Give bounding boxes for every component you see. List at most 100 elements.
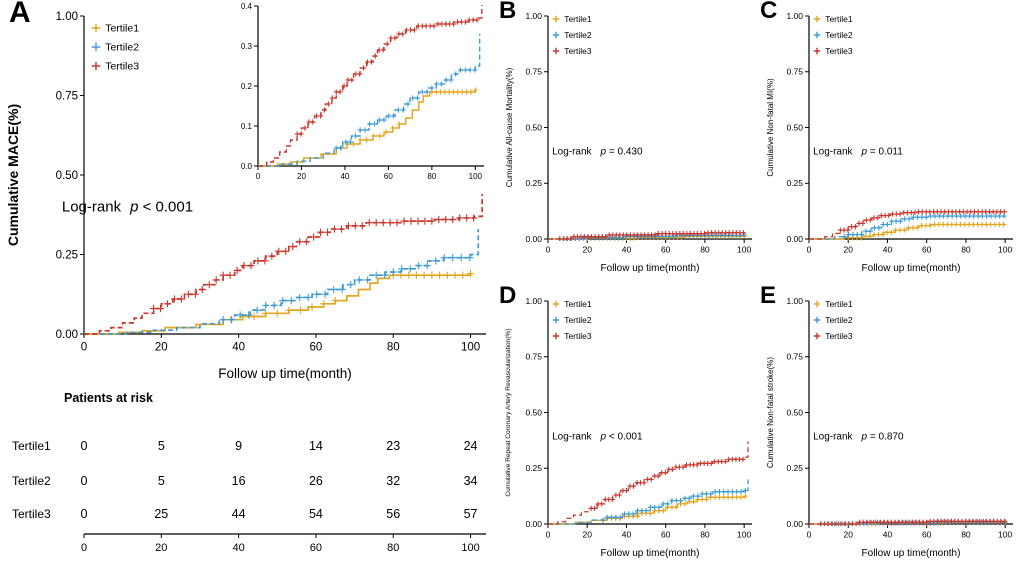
x-tick-label: 20 <box>582 245 592 255</box>
x-tick-label: 60 <box>310 342 323 354</box>
x-tick-label: 40 <box>622 530 632 540</box>
risk-value: 0 <box>81 507 88 521</box>
y-tick-label: 0.3 <box>241 42 253 51</box>
censor-marks-Tertile2 <box>333 67 478 151</box>
legend-key-Tertile1 <box>813 15 821 23</box>
censor-marks-Tertile3 <box>588 456 746 511</box>
legend: Tertile1 Tertile2 Tertile3 <box>552 299 592 341</box>
legend-key-Tertile2 <box>91 42 101 52</box>
legend-key-Tertile2 <box>813 31 821 39</box>
risk-value: 26 <box>309 474 323 488</box>
censor-marks-Tertile1 <box>337 87 478 151</box>
y-tick-label: 0.1 <box>241 122 253 131</box>
panel-letter-D: D <box>499 282 517 309</box>
x-tick-label: 40 <box>340 172 349 181</box>
y-tick-label: 1.00 <box>56 11 78 23</box>
censor-marks-Tertile3 <box>837 209 1007 233</box>
series-line-Tertile3 <box>548 441 749 525</box>
y-axis-label: Cumulative Non-fatal stroke(%) <box>766 357 775 468</box>
legend-label: Tertile3 <box>564 331 592 341</box>
km-chart-non-fatal-mi: 0 20 40 60 80 100 0.00 0.25 0.50 0.75 1.00 Follow u… <box>766 11 1013 274</box>
legend-key-Tertile1 <box>552 300 560 308</box>
y-tick-label: 0.00 <box>525 234 542 244</box>
y-tick-label: 0.00 <box>56 329 78 341</box>
km-chart-all-cause-mortality: 0 20 40 60 80 100 0.00 0.25 0.50 0.75 1.00 Follow u… <box>505 11 752 274</box>
legend-label: Tertile3 <box>105 61 139 73</box>
plot-area <box>258 5 483 167</box>
risk-value: 44 <box>232 507 246 521</box>
legend: Tertile1 Tertile2 Tertile3 <box>91 23 139 73</box>
legend-key-Tertile3 <box>813 47 821 55</box>
logrank-text: Log-rank p < 0.001 <box>62 199 193 216</box>
x-axis-label: Follow up time(month) <box>218 366 352 381</box>
censor-marks-Tertile1 <box>600 493 748 524</box>
y-axis-label: Cumulative Non-fatal MI(%) <box>766 78 775 177</box>
x-tick-label: 0 <box>807 245 812 255</box>
y-tick-label: 0.4 <box>241 2 253 11</box>
legend-key-Tertile3 <box>552 47 560 55</box>
series-line-Tertile2 <box>258 34 481 167</box>
legend-key-Tertile3 <box>813 332 821 340</box>
risk-value: 32 <box>386 474 400 488</box>
legend-label: Tertile1 <box>564 299 592 309</box>
risk-value: 0 <box>81 439 88 453</box>
y-tick-label: 0.2 <box>241 82 253 91</box>
risk-axis-tick-label: 60 <box>310 542 322 554</box>
legend-label: Tertile1 <box>105 23 139 35</box>
risk-value: 5 <box>158 439 165 453</box>
series-line-Tertile1 <box>84 273 472 335</box>
legend-label: Tertile2 <box>825 30 853 40</box>
x-tick-label: 80 <box>961 530 971 540</box>
legend-key-Tertile2 <box>552 31 560 39</box>
plot-area <box>548 230 747 241</box>
risk-value: 54 <box>309 507 323 521</box>
x-tick-label: 80 <box>387 342 400 354</box>
panel-letter-C: C <box>760 0 778 24</box>
legend-label: Tertile2 <box>564 30 592 40</box>
x-tick-label: 0 <box>807 530 812 540</box>
legend-key-Tertile3 <box>91 61 101 71</box>
risk-value: 56 <box>386 507 400 521</box>
censor-marks-Tertile3 <box>818 518 1007 526</box>
x-tick-label: 0 <box>81 342 87 354</box>
legend-label: Tertile3 <box>825 331 853 341</box>
x-axis-label: Follow up time(month) <box>601 548 700 559</box>
series-line-Tertile2 <box>548 479 749 525</box>
y-tick-label: 1.00 <box>525 11 542 21</box>
x-axis-label: Follow up time(month) <box>601 263 700 274</box>
x-tick-label: 0 <box>256 172 261 181</box>
y-tick-label: 0.0 <box>241 162 253 171</box>
risk-value: 23 <box>386 439 400 453</box>
y-tick-label: 0.50 <box>525 407 542 417</box>
x-tick-label: 0 <box>546 245 551 255</box>
x-tick-label: 20 <box>155 342 168 354</box>
risk-value: 24 <box>464 439 478 453</box>
legend-label: Tertile1 <box>825 14 853 24</box>
y-tick-label: 0.25 <box>525 178 542 188</box>
x-tick-label: 20 <box>582 530 592 540</box>
x-tick-label: 100 <box>998 245 1012 255</box>
legend-label: Tertile2 <box>825 315 853 325</box>
km-chart-non-fatal-stroke: 0 20 40 60 80 100 0.00 0.25 0.50 0.75 1.00 Follow u… <box>766 296 1013 559</box>
y-tick-label: 1.00 <box>786 296 803 306</box>
legend-label: Tertile1 <box>564 14 592 24</box>
y-tick-label: 0.75 <box>525 67 542 77</box>
x-tick-label: 20 <box>843 245 853 255</box>
censor-marks-Tertile2 <box>219 254 474 324</box>
y-tick-label: 0.25 <box>525 463 542 473</box>
y-tick-label: 0.75 <box>786 352 803 362</box>
plot-area <box>548 441 749 525</box>
x-tick-label: 100 <box>469 172 483 181</box>
risk-value: 0 <box>81 474 88 488</box>
y-axis-label: Cumulative Repeat Coronary Artery Revasc… <box>505 328 512 496</box>
x-axis-label: Follow up time(month) <box>862 548 961 559</box>
risk-axis-tick-label: 100 <box>461 542 479 554</box>
logrank-text: Log-rank p = 0.011 <box>813 146 903 157</box>
risk-axis-tick-label: 0 <box>81 542 87 554</box>
risk-value: 57 <box>464 507 478 521</box>
plot-area <box>809 209 1007 241</box>
y-axis-label: Cumulative All-cause Mortality(%) <box>505 67 514 187</box>
x-axis-label: Follow up time(month) <box>862 263 961 274</box>
x-tick-label: 80 <box>700 245 710 255</box>
